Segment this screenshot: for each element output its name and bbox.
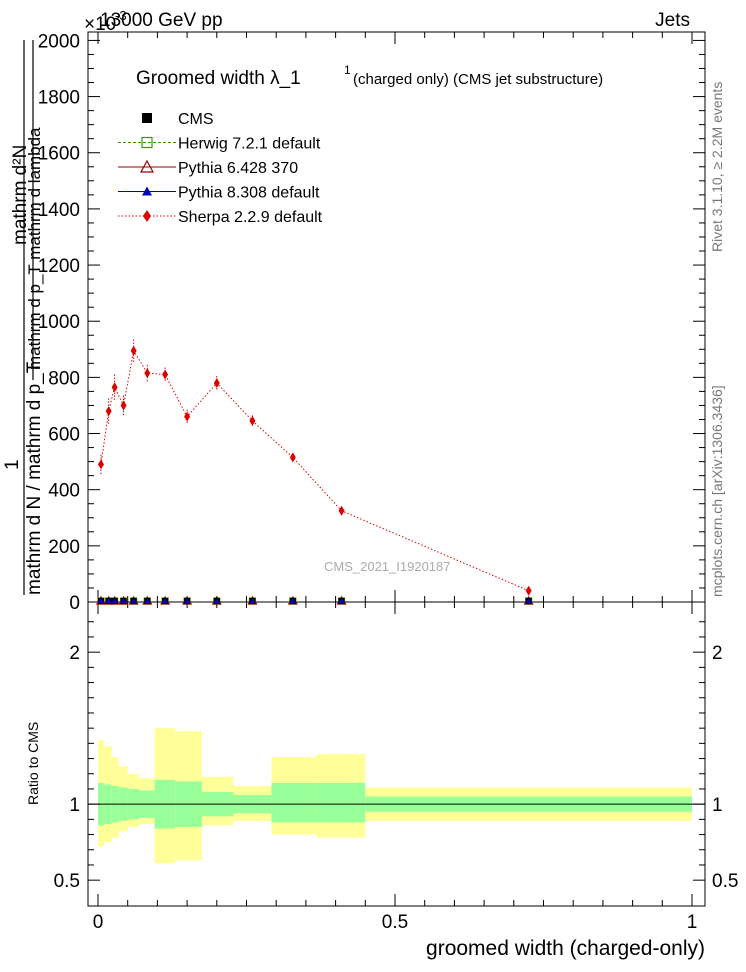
x-tick-label: 1	[687, 912, 698, 933]
pythia-8-308-default-point	[97, 598, 104, 603]
sherpa-point	[105, 406, 112, 417]
y-tick-label: 1800	[38, 88, 80, 109]
legend-label: CMS	[178, 111, 214, 128]
y-tick-label: 400	[48, 481, 80, 502]
sherpa-point	[525, 585, 532, 596]
x-tick-label: 0.5	[382, 912, 408, 933]
y-tick-label: 0	[69, 593, 80, 614]
y-tick-label: 800	[48, 368, 80, 389]
x-tick-label: 0	[93, 912, 104, 933]
ratio-plot-frame	[87, 601, 706, 907]
ratio-y-tick-label-right: 0.5	[712, 871, 738, 892]
y-label-den-bottom: mathrm d N / mathrm d p_T	[24, 361, 45, 595]
ratio-y-tick-label: 1	[69, 795, 80, 816]
y-label-num-one: 1	[2, 459, 23, 470]
series-layer	[95, 339, 534, 605]
y-label-num-top: mathrm d²N	[10, 145, 31, 245]
sherpa-point	[162, 369, 169, 380]
pythia-8-308-default-point	[162, 598, 169, 603]
sherpa-point	[338, 505, 345, 516]
ratio-band-inner	[316, 782, 366, 823]
pythia-8-308-default-point	[184, 598, 191, 603]
ratio-y-label: Ratio to CMS	[25, 722, 41, 805]
axes: 0 200 400 600 800 1000 1200 1400 1600 1800 2000 0 0.…	[38, 31, 739, 933]
legend-marker	[139, 159, 155, 173]
sherpa-point	[289, 452, 296, 463]
legend-label: Herwig 7.2.1 default	[178, 136, 321, 153]
ratio-band-inner	[271, 782, 317, 823]
legend-marker	[142, 186, 152, 196]
legend-label: Pythia 6.428 370	[178, 160, 298, 177]
sherpa-point	[144, 368, 151, 379]
mcplots-label: mcplots.cern.ch [arXiv:1306.3436]	[709, 385, 725, 597]
pythia-8-308-default-point	[130, 598, 137, 603]
y-tick-label: 2000	[38, 31, 80, 52]
legend-marker	[143, 210, 151, 222]
header-jets-label: Jets	[655, 10, 690, 31]
ratio-y-tick-label-right: 1	[712, 795, 723, 816]
title-tail: (charged only) (CMS jet substructure)	[353, 71, 603, 88]
sherpa-point	[249, 415, 256, 426]
y-tick-label: 1200	[38, 256, 80, 277]
x-axis-label: groomed width (charged-only)	[426, 937, 705, 960]
y-tick-label: 1000	[38, 312, 80, 333]
y-axis-label: mathrm d²N mathrm d p_T mathrm d lambda …	[2, 40, 45, 595]
pythia-8-308-default-point	[111, 598, 118, 603]
pythia-8-308-default-point	[249, 598, 256, 603]
y-tick-label: 1600	[38, 144, 80, 165]
y-tick-label: 200	[48, 537, 80, 558]
y-tick-label: 600	[48, 425, 80, 446]
legend: CMS Herwig 7.2.1 default Pythia 6.428 370 P…	[118, 111, 323, 226]
sherpa-point	[120, 400, 127, 411]
sherpa-point	[213, 377, 220, 388]
title-sup: 1	[344, 63, 351, 77]
rivet-label: Rivet 3.1.10, ≥ 2.2M events	[709, 82, 725, 252]
header-exponent-power: -3	[115, 8, 127, 23]
legend-marker	[141, 136, 153, 149]
y-tick-label: 1400	[38, 200, 80, 221]
sherpa-point	[111, 382, 118, 393]
legend-label: Pythia 8.308 default	[178, 185, 320, 202]
y-label-den-top: mathrm d p_T mathrm d lambda	[25, 127, 44, 370]
pythia-8-308-default-point	[213, 598, 220, 603]
pythia-8-308-default-point	[105, 598, 112, 603]
header-energy-label: 13000 GeV pp	[100, 10, 223, 31]
pythia-8-308-default-point	[338, 598, 345, 603]
header-exponent: ×10	[84, 14, 116, 35]
sherpa-point	[97, 459, 104, 470]
sherpa-line	[100, 349, 529, 592]
sherpa-point	[184, 411, 191, 422]
analysis-watermark: CMS_2021_I1920187	[324, 559, 451, 574]
legend-label: Sherpa 2.2.9 default	[178, 209, 323, 226]
pythia-8-308-default-point	[289, 598, 296, 603]
ratio-bands	[88, 728, 705, 864]
ratio-y-tick-label: 2	[69, 643, 80, 664]
chart-title: Groomed width λ_1 1 (charged only) (CMS …	[136, 63, 603, 89]
pythia-8-308-default-point	[525, 598, 532, 603]
pythia-8-308-default-point	[120, 598, 127, 603]
ratio-y-tick-label: 0.5	[54, 871, 80, 892]
sherpa-point	[130, 345, 137, 356]
legend-marker	[142, 113, 152, 123]
title-main: Groomed width λ_1	[136, 68, 301, 89]
ratio-y-tick-label-right: 2	[712, 643, 723, 664]
pythia-8-308-default-point	[144, 598, 151, 603]
